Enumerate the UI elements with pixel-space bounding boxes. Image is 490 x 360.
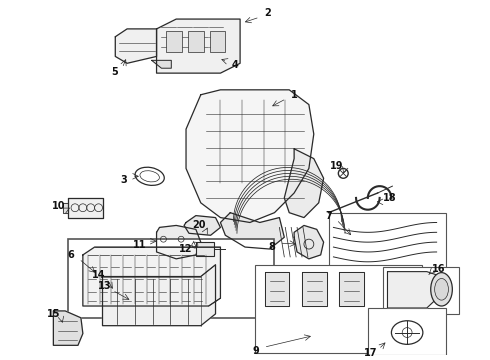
Polygon shape <box>184 216 220 235</box>
Ellipse shape <box>135 167 164 185</box>
Text: 3: 3 <box>121 175 127 185</box>
Polygon shape <box>340 272 364 306</box>
Bar <box>210 31 225 53</box>
Text: 18: 18 <box>383 193 396 203</box>
Polygon shape <box>68 198 102 217</box>
Text: 17: 17 <box>364 348 377 358</box>
Text: 9: 9 <box>252 346 259 356</box>
Polygon shape <box>151 60 172 68</box>
Bar <box>68 239 274 318</box>
Polygon shape <box>53 311 83 345</box>
Polygon shape <box>294 225 323 259</box>
Text: 11: 11 <box>133 240 147 250</box>
Polygon shape <box>157 19 240 73</box>
Polygon shape <box>265 272 289 306</box>
Polygon shape <box>83 247 221 306</box>
Ellipse shape <box>435 279 448 300</box>
Polygon shape <box>115 29 157 63</box>
Text: 16: 16 <box>432 264 445 274</box>
Bar <box>188 31 204 53</box>
Ellipse shape <box>431 273 452 306</box>
Bar <box>368 308 446 355</box>
Polygon shape <box>302 272 326 306</box>
Text: 1: 1 <box>291 90 297 100</box>
Text: 14: 14 <box>92 270 105 280</box>
Polygon shape <box>63 203 68 213</box>
Polygon shape <box>220 213 284 249</box>
Ellipse shape <box>392 321 423 345</box>
Bar <box>196 242 214 256</box>
Polygon shape <box>186 90 314 222</box>
Text: 15: 15 <box>47 309 60 319</box>
Text: 12: 12 <box>179 244 193 254</box>
Polygon shape <box>157 225 201 259</box>
Bar <box>383 267 459 314</box>
Text: 13: 13 <box>98 282 111 291</box>
Ellipse shape <box>140 171 159 182</box>
Bar <box>255 265 422 353</box>
Text: 2: 2 <box>264 8 271 18</box>
Text: 6: 6 <box>68 250 74 260</box>
Text: 5: 5 <box>111 67 118 77</box>
Text: 4: 4 <box>232 60 239 70</box>
Text: 7: 7 <box>325 211 332 221</box>
Text: 10: 10 <box>51 201 65 211</box>
Text: 8: 8 <box>268 242 275 252</box>
Polygon shape <box>102 265 216 326</box>
Polygon shape <box>388 272 441 308</box>
Text: 20: 20 <box>192 220 206 230</box>
Polygon shape <box>284 149 323 217</box>
Bar <box>167 31 182 53</box>
Bar <box>328 213 446 276</box>
Text: 19: 19 <box>330 162 343 171</box>
